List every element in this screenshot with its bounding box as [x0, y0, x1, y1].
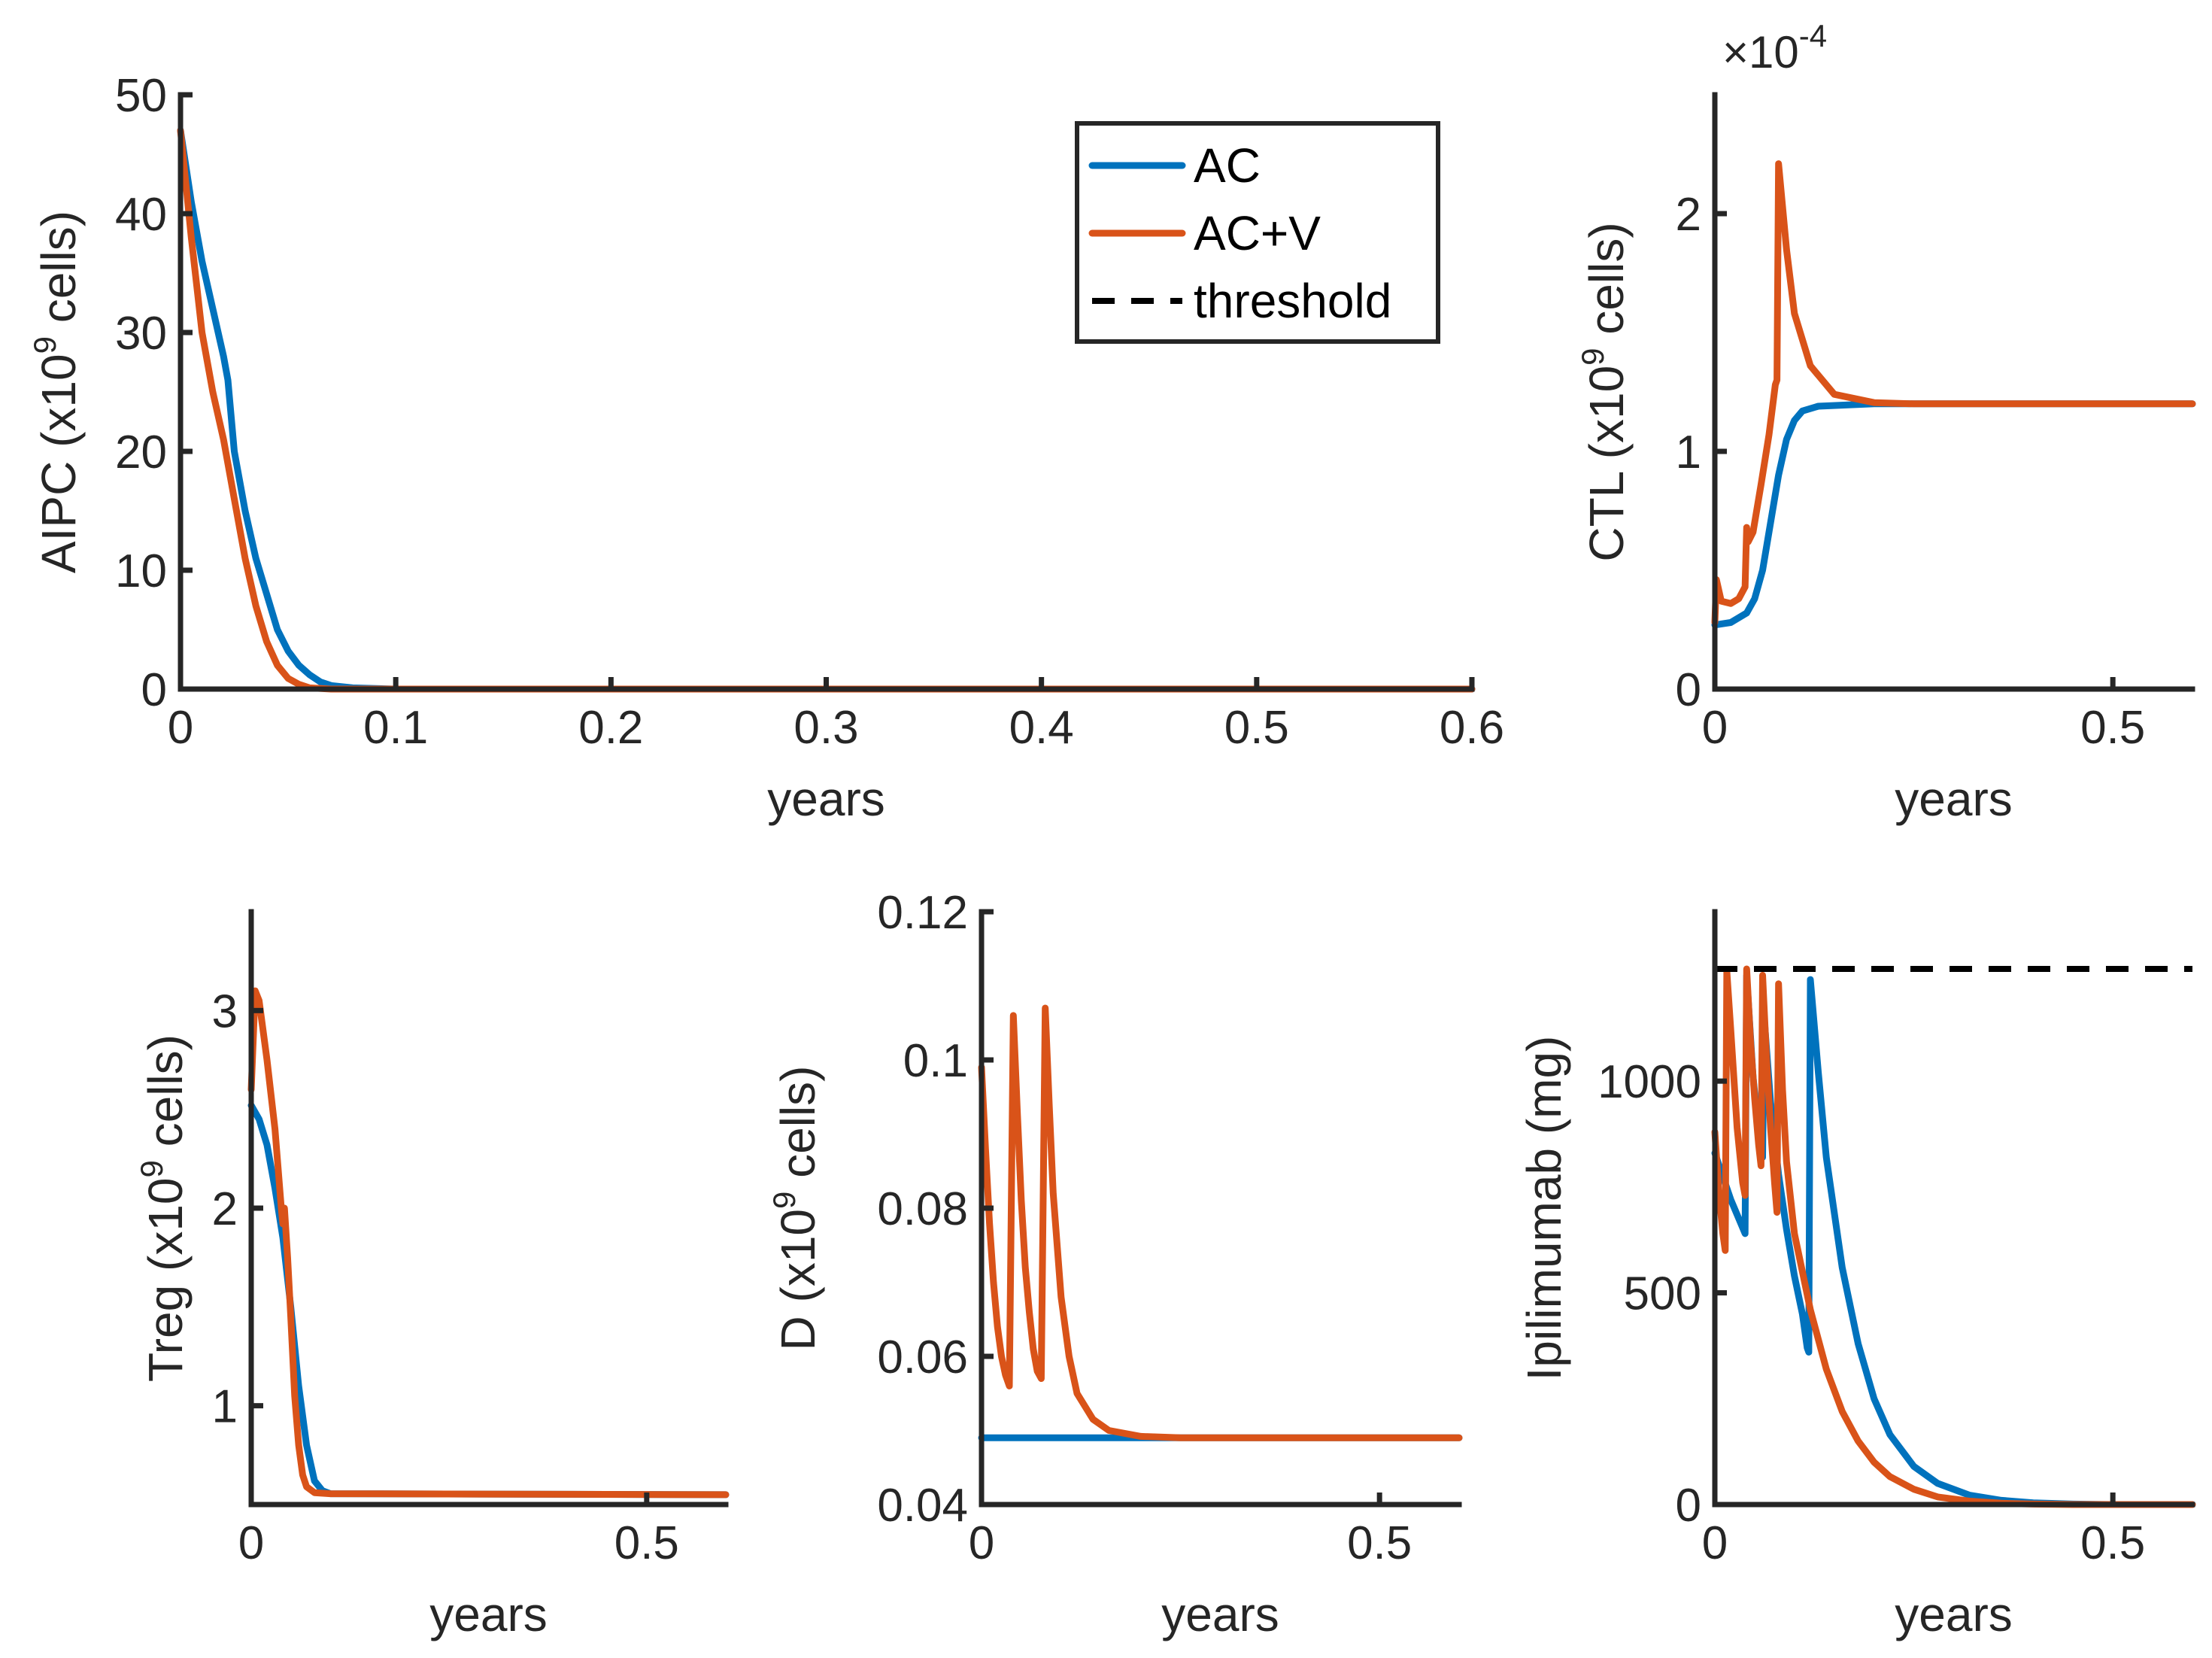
y-tick-label: 0.08	[877, 1183, 968, 1235]
x-tick-label: 0.5	[2080, 702, 2145, 754]
x-tick-label: 0.3	[793, 702, 858, 754]
series-line-ac	[247, 1101, 730, 1499]
series-line-acplusv	[1711, 160, 2196, 626]
y-axis-label: Ipilimumab (mg)	[1517, 1036, 1571, 1381]
legend-label-threshold: threshold	[1194, 274, 1391, 328]
series-line-ac	[177, 126, 1476, 693]
y-tick-label: 30	[115, 308, 167, 360]
y-axis-label: CTL (x109 cells)	[1575, 222, 1634, 561]
y-axis-label: AIPC (x109 cells)	[27, 211, 86, 573]
x-axis-label: years	[767, 772, 885, 826]
y-tick-label: 0	[1676, 1480, 1701, 1532]
x-tick-label: 0.2	[578, 702, 643, 754]
x-axis-label: years	[1895, 772, 2013, 826]
x-axis-label: years	[1895, 1587, 2013, 1641]
y-tick-label: 1000	[1598, 1056, 1701, 1108]
legend-label-ac: AC	[1194, 138, 1261, 193]
panel-aipc: 0 0.1 0.2 0.3 0.4 0.5 0.6 0 10 20 30 40 50 years AIPC …	[27, 70, 1504, 826]
y-tick-label: 0.1	[903, 1035, 968, 1087]
x-axis-label: years	[1161, 1587, 1279, 1641]
series-line-acplusv	[1711, 965, 2196, 1508]
x-tick-label: 0.5	[2080, 1517, 2145, 1569]
y-tick-label: 20	[115, 427, 167, 478]
x-tick-label: 0	[969, 1517, 994, 1569]
legend-label-acv: AC+V	[1194, 206, 1321, 260]
panel-treg: 0 0.5 1 2 3 years Treg (x109 cells)	[134, 909, 730, 1641]
x-tick-label: 0	[1702, 1517, 1728, 1569]
y-tick-label: 1	[212, 1381, 238, 1433]
y-axis-label: Treg (x109 cells)	[134, 1034, 193, 1382]
series-line-ac	[1711, 971, 2196, 1508]
y-tick-label: 1	[1676, 427, 1701, 478]
x-tick-label: 0.4	[1009, 702, 1074, 754]
x-tick-label: 0.6	[1440, 702, 1504, 754]
series-line-acplusv	[978, 1004, 1463, 1441]
y-tick-label: 0.12	[877, 887, 968, 939]
panel-ctl: 0 0.5 0 1 2 years CTL (x109 cells) ×10-4	[1575, 18, 2196, 826]
series-line-acplusv	[247, 987, 730, 1499]
x-tick-label: 0.1	[363, 702, 428, 754]
y-tick-label: 3	[212, 985, 238, 1037]
y-tick-label: 2	[1676, 189, 1701, 241]
legend: AC AC+V threshold	[1075, 121, 1440, 344]
x-tick-label: 0.5	[614, 1517, 679, 1569]
y-tick-label: 500	[1624, 1268, 1701, 1320]
series-line-ac	[1711, 400, 2196, 629]
y-tick-label: 2	[212, 1183, 238, 1235]
x-tick-label: 0.5	[1347, 1517, 1412, 1569]
x-tick-label: 0	[1702, 702, 1728, 754]
y-tick-label: 0	[141, 664, 167, 716]
y-tick-label: 40	[115, 189, 167, 241]
x-axis-label: years	[429, 1587, 548, 1641]
x-tick-label: 0.5	[1224, 702, 1289, 754]
exponent-label: ×10-4	[1722, 18, 1827, 77]
panel-ipi: 0 0.5 0 500 1000 years Ipilimumab (mg)	[1517, 909, 2196, 1641]
y-tick-label: 10	[115, 545, 167, 597]
panel-d: 0 0.5 0.04 0.06 0.08 0.1 0.12 years D (x109 cell…	[766, 887, 1463, 1641]
y-tick-label: 0	[1676, 664, 1701, 716]
y-axis-label: D (x109 cells)	[766, 1066, 825, 1351]
x-tick-label: 0	[238, 1517, 264, 1569]
y-tick-label: 50	[115, 70, 167, 122]
y-tick-label: 0.06	[877, 1332, 968, 1383]
x-tick-label: 0	[168, 702, 193, 754]
y-tick-label: 0.04	[877, 1480, 968, 1532]
